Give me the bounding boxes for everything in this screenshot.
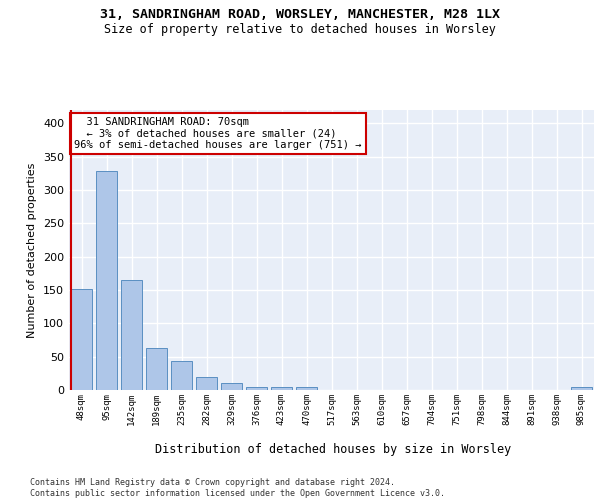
Bar	[171, 360, 192, 390]
Bar	[96, 172, 117, 390]
Bar	[196, 376, 217, 390]
Bar	[246, 386, 267, 390]
Text: Size of property relative to detached houses in Worsley: Size of property relative to detached ho…	[104, 22, 496, 36]
Bar	[71, 288, 92, 390]
Bar	[271, 386, 292, 390]
Text: Distribution of detached houses by size in Worsley: Distribution of detached houses by size …	[155, 442, 511, 456]
Bar	[121, 280, 142, 390]
Text: 31 SANDRINGHAM ROAD: 70sqm
  ← 3% of detached houses are smaller (24)
96% of sem: 31 SANDRINGHAM ROAD: 70sqm ← 3% of detac…	[74, 117, 362, 150]
Bar	[221, 384, 242, 390]
Bar	[296, 386, 317, 390]
Bar	[146, 348, 167, 390]
Text: 31, SANDRINGHAM ROAD, WORSLEY, MANCHESTER, M28 1LX: 31, SANDRINGHAM ROAD, WORSLEY, MANCHESTE…	[100, 8, 500, 20]
Bar	[571, 386, 592, 390]
Y-axis label: Number of detached properties: Number of detached properties	[28, 162, 37, 338]
Text: Contains HM Land Registry data © Crown copyright and database right 2024.
Contai: Contains HM Land Registry data © Crown c…	[30, 478, 445, 498]
